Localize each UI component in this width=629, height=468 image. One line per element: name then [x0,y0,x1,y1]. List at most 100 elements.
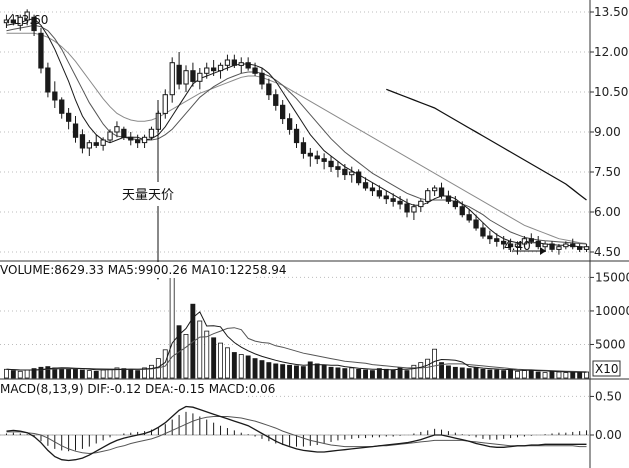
candle-body [473,219,479,229]
volume-bar [10,370,16,379]
candle [141,134,148,148]
volume-bar [542,372,548,379]
low-price-arrow-head [540,247,546,255]
volume-legend: VOLUME:8629.33 MA5:9900.26 MA10:12258.94 [0,263,287,277]
ma-longest-line [386,88,587,201]
candle [72,116,79,143]
volume-bar [197,320,203,379]
candle [190,62,196,87]
candle-body [300,142,307,154]
candle-body [79,134,86,149]
candle-body [107,131,113,141]
candle [38,28,44,74]
candlesticks [3,9,590,255]
macd-lines [6,405,587,462]
candle [128,132,134,146]
candle [521,236,528,247]
candle [293,124,300,148]
macd-dif-line [6,405,587,462]
candle [231,54,237,68]
volume-bar [411,364,417,379]
candle [570,238,576,250]
candle-body [204,67,210,74]
candle-body [273,94,279,106]
macd-legend: MACD(8,13,9) DIF:-0.12 DEA:-0.15 MACD:0.… [0,382,275,396]
candle [266,78,272,100]
volume-bar [259,360,265,379]
volume-bar [190,303,196,379]
candle [328,156,334,172]
candle-body [507,243,514,248]
candle-body [501,240,507,245]
volume-bar [418,362,424,379]
candle-body [93,142,99,146]
candle [577,244,583,252]
candle [217,62,224,79]
candle [280,100,286,124]
candle-body [217,64,224,72]
candle [10,14,16,26]
candle-body [211,67,217,72]
candle [507,238,514,252]
volume-bar [432,348,437,379]
candle [204,62,210,79]
volume-bar [31,368,37,379]
candle [362,177,369,191]
price-tick-label: 6.00 [594,205,621,219]
volume-bar [273,363,279,379]
candle-body [418,200,424,208]
volume-bar [349,367,355,379]
candle-body [314,155,320,160]
candle [445,190,452,204]
candle-body [438,187,445,197]
candle [259,68,265,90]
candle [307,148,314,167]
candle-body [45,67,51,93]
candle-body [466,214,472,221]
candle [224,54,231,71]
volume-bar [439,362,444,379]
volume-bar [204,330,210,379]
candle-body [38,32,44,69]
candle-body [52,91,58,101]
candle [93,134,99,148]
candle-body [390,198,396,202]
candle-body [459,206,465,216]
candle-body [10,19,16,24]
candle [183,65,189,92]
volume-bar [369,370,375,379]
candle [501,236,507,250]
candle-body [114,126,120,133]
candle [86,140,92,156]
volume-bar [494,369,500,379]
volume-bar [245,355,251,379]
candle-body [224,59,231,66]
candle-body [293,128,300,144]
candle-body [404,203,410,213]
volume-bar [501,370,507,379]
candle-body [321,158,327,162]
candle [31,14,37,36]
candle-body [577,246,583,250]
candle-body [335,166,341,170]
candle-body [376,190,383,197]
volume-bar [79,369,85,379]
candle-body [397,200,403,205]
candle-body [197,72,203,82]
volume-bar [114,367,120,379]
candle [107,129,113,143]
candle-body [66,112,72,122]
volume-bar [383,368,389,379]
volume-bar [328,366,334,379]
candle [121,126,127,140]
candle [583,244,590,252]
price-panel: 13.50 12.00 10.50 9.00 7.50 6.00 4.50 13.60 4.… [3,5,628,280]
candle [273,89,279,111]
candle [169,57,175,103]
volume-bar [183,333,189,379]
volume-bar [73,368,78,379]
volume-bar [266,362,272,379]
